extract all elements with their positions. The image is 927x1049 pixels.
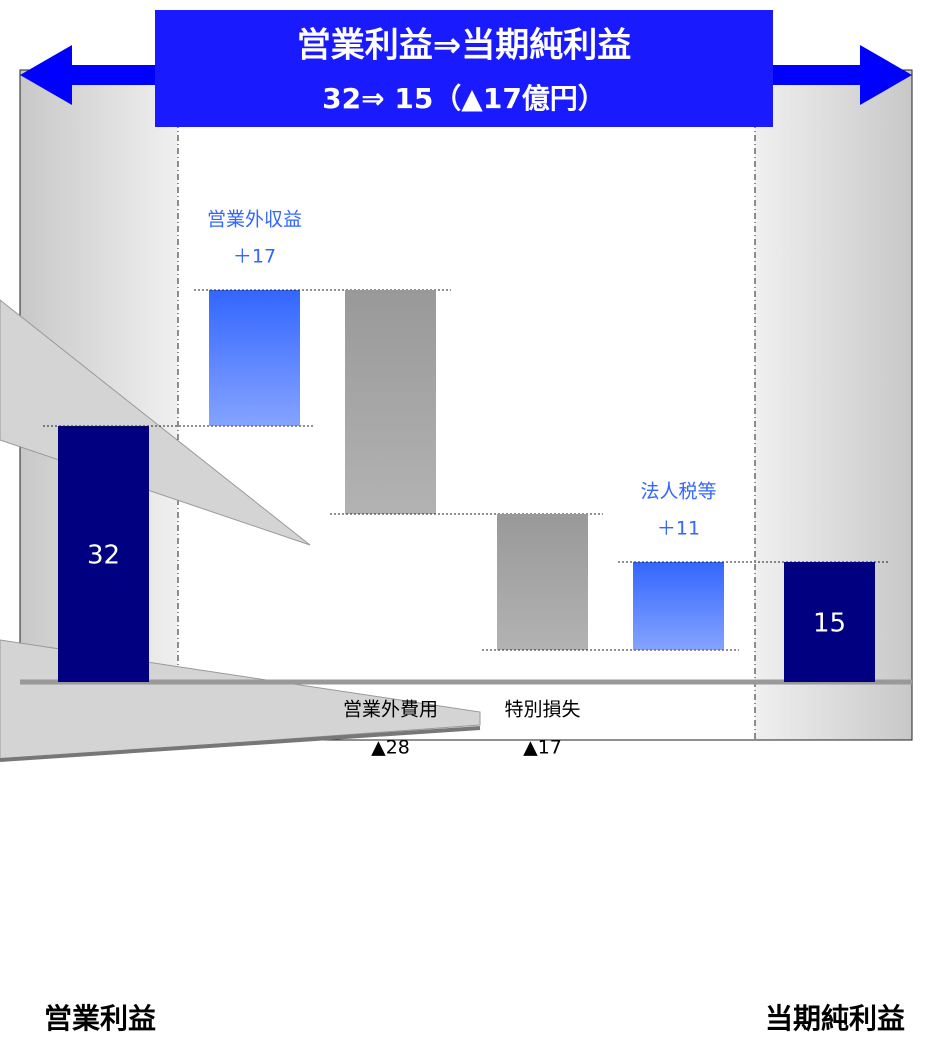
category-label: 当期純利益: [765, 1002, 905, 1035]
chart-subtitle: 32⇒ 15（▲17億円）: [322, 82, 606, 115]
background: [19, 69, 913, 741]
value-label: ＋11: [657, 518, 700, 540]
category-label: 営業利益: [44, 1002, 156, 1035]
category-label: 営業外費用: [343, 699, 438, 721]
value-label: ▲28: [371, 737, 410, 759]
title-box: [155, 10, 773, 127]
category-label: 法人税等: [640, 481, 716, 503]
value-label: ▲17: [523, 737, 562, 759]
bar: [784, 562, 875, 682]
bar: [209, 290, 300, 426]
category-label: 特別損失: [504, 699, 580, 721]
category-label: 営業外収益: [207, 209, 302, 231]
value-label: ＋17: [233, 246, 276, 268]
bar: [345, 290, 436, 514]
bar: [497, 514, 588, 650]
bar: [58, 426, 149, 682]
value-label: 15: [813, 609, 846, 639]
chart-title: 営業利益⇒当期純利益: [297, 26, 632, 66]
value-label: 32: [87, 541, 120, 571]
bar: [633, 562, 724, 650]
